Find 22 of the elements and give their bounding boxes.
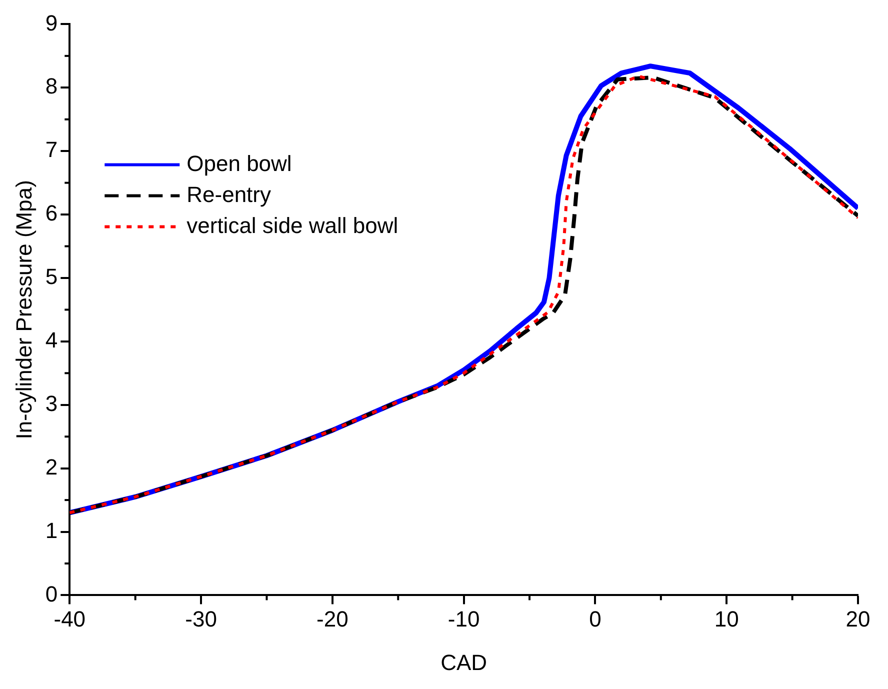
y-tick-label: 0 (45, 581, 58, 606)
y-tick-label: 7 (45, 137, 58, 162)
legend-label: Re-entry (186, 182, 271, 207)
y-tick-label: 9 (45, 10, 58, 36)
legend-label: Open bowl (186, 150, 292, 176)
y-tick-label: 4 (45, 327, 58, 352)
x-tick-label: 20 (846, 606, 870, 632)
y-tick-label: 6 (45, 200, 58, 226)
legend-label: vertical side wall bowl (186, 212, 398, 238)
y-tick-label: 3 (45, 390, 58, 416)
x-tick-label: 0 (589, 606, 602, 632)
x-tick-label: -40 (54, 606, 86, 632)
y-tick-label: 5 (45, 264, 58, 290)
x-tick-label: -20 (316, 606, 348, 632)
y-tick-label: 8 (45, 74, 58, 99)
y-tick-label: 2 (45, 454, 58, 480)
y-axis-title: In-cylinder Pressure (Mpa) (11, 180, 36, 440)
x-tick-label: -30 (185, 606, 217, 632)
x-tick-label: -10 (448, 606, 480, 632)
y-tick-label: 1 (45, 518, 58, 543)
x-tick-label: 10 (714, 606, 739, 632)
x-axis-title: CAD (440, 650, 488, 675)
